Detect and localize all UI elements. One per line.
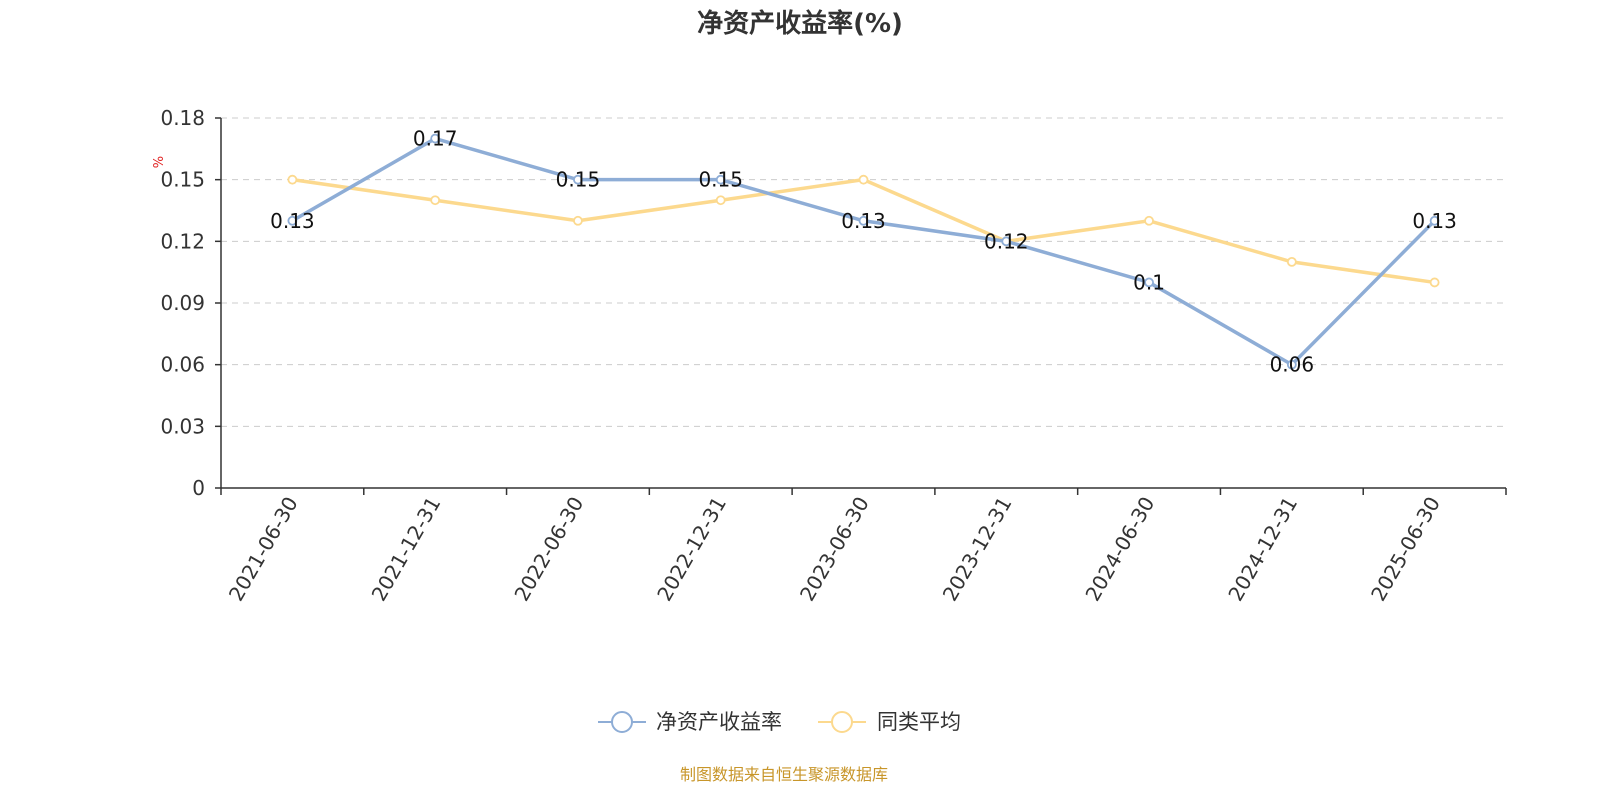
series-group (287, 133, 1440, 370)
legend-label: 净资产收益率 (656, 710, 782, 734)
x-tick-label: 2022-06-30 (509, 493, 588, 606)
data-point[interactable] (573, 215, 583, 226)
y-tick-label: 0.03 (160, 414, 205, 438)
data-point[interactable] (1001, 236, 1012, 247)
x-tick-label: 2023-12-31 (938, 493, 1017, 606)
y-tick-label: 0.06 (160, 353, 205, 377)
y-tick-label: 0.09 (160, 291, 205, 315)
data-point[interactable] (858, 215, 869, 226)
data-label: 0.17 (413, 127, 458, 151)
data-point[interactable] (1429, 277, 1440, 288)
data-label: 0.13 (270, 209, 315, 233)
legend[interactable]: 净资产收益率 同类平均 (598, 710, 961, 734)
legend-marker-icon (611, 711, 633, 733)
data-point[interactable] (1144, 277, 1154, 288)
x-tick-label: 2023-06-30 (795, 493, 874, 606)
data-point[interactable] (430, 195, 441, 206)
legend-item[interactable]: 同类平均 (818, 710, 961, 734)
data-label: 0.15 (698, 168, 743, 192)
data-point[interactable] (287, 215, 298, 226)
data-point[interactable] (858, 174, 869, 185)
x-tick-label: 2021-12-31 (367, 492, 446, 605)
data-point[interactable] (1144, 215, 1154, 226)
data-labels: 0.13 0.17 0.15 0.15 0.13 0.12 0.1 0.06 0.13 (270, 127, 1457, 377)
source-note: 制图数据来自恒生聚源数据库 (680, 765, 888, 784)
chart-title: 净资产收益率(%) (697, 8, 903, 39)
x-tick-label: 2025-06-30 (1366, 493, 1445, 606)
data-point[interactable] (715, 174, 726, 185)
y-tick-label: 0 (192, 476, 205, 500)
data-point[interactable] (1286, 359, 1297, 370)
series-line (291, 136, 1436, 367)
data-label: 0.13 (1412, 209, 1457, 233)
data-point[interactable] (1286, 256, 1297, 267)
data-point[interactable] (715, 195, 726, 206)
x-tick-label: 2024-06-30 (1080, 493, 1159, 606)
y-tick-label: 0.18 (160, 106, 205, 130)
x-tick-label: 2024-12-31 (1223, 493, 1302, 606)
data-point[interactable] (573, 174, 583, 185)
legend-label: 同类平均 (877, 710, 961, 734)
legend-marker-icon (831, 711, 853, 733)
data-label: 0.12 (984, 229, 1029, 253)
grid-lines (221, 117, 1506, 427)
data-point[interactable] (287, 174, 298, 185)
data-point[interactable] (430, 133, 441, 144)
legend-item[interactable]: 净资产收益率 (598, 710, 782, 734)
x-tick-label: 2021-06-30 (224, 493, 303, 606)
data-label: 0.06 (1270, 353, 1315, 377)
y-tick-label: 0.12 (160, 229, 205, 253)
y-tick-label: 0.15 (160, 168, 205, 192)
data-point[interactable] (1429, 215, 1440, 226)
y-unit-label: % (152, 156, 167, 168)
data-label: 0.13 (841, 209, 886, 233)
data-label: 0.15 (556, 168, 601, 192)
data-label: 0.1 (1133, 270, 1165, 294)
x-tick-label: 2022-12-31 (652, 493, 731, 606)
